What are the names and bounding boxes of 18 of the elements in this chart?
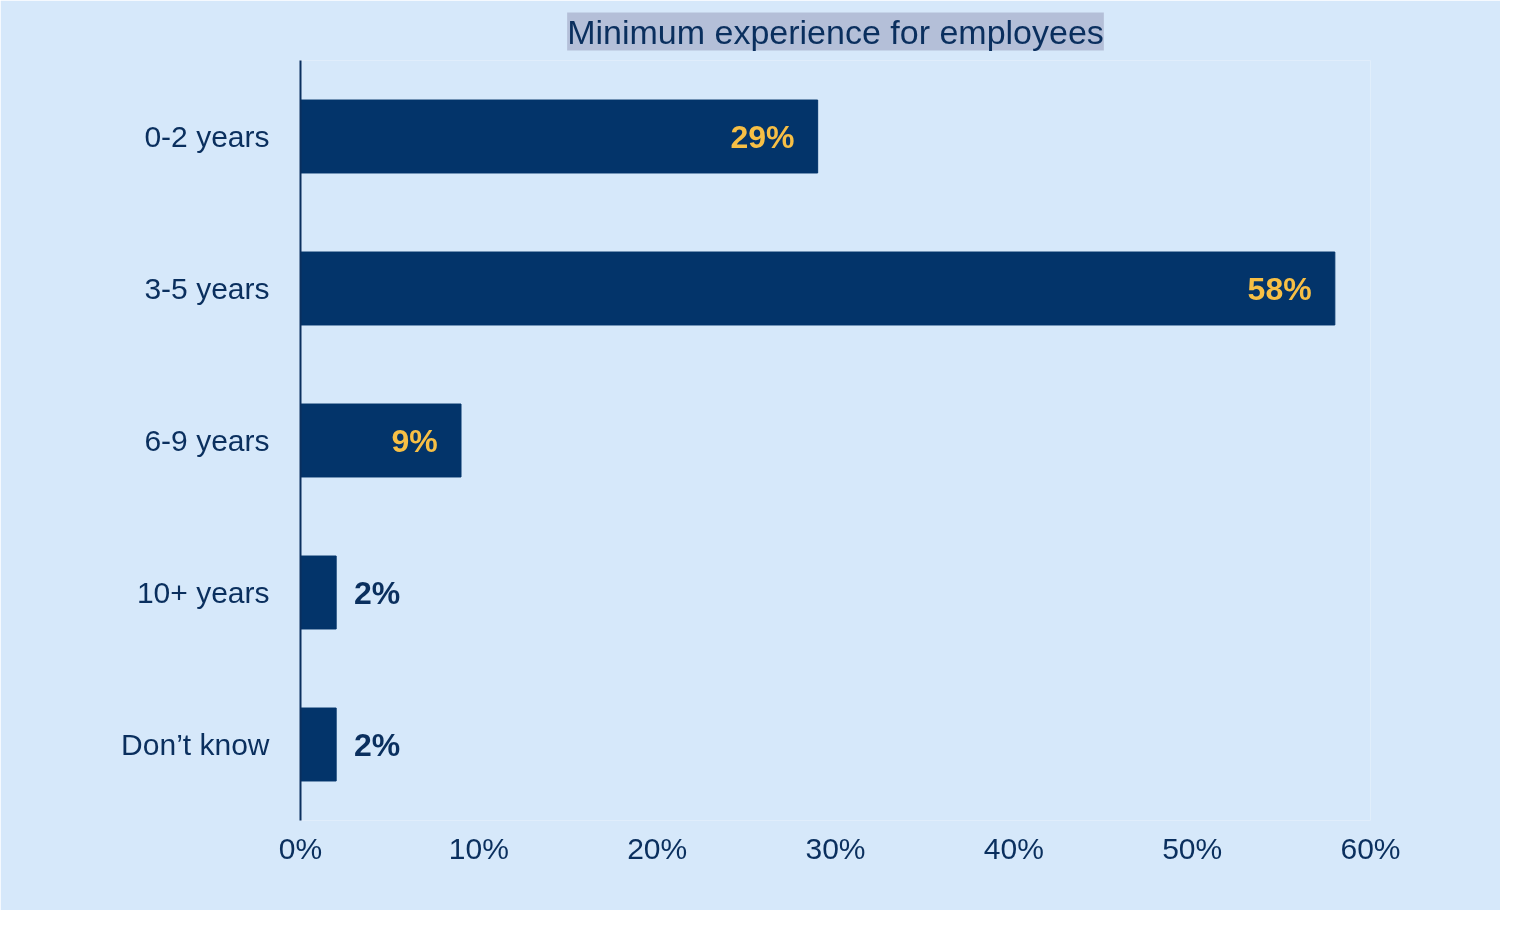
x-tick-label: 40% <box>983 831 1044 865</box>
x-tick-label: 10% <box>448 831 509 865</box>
data-label: 9% <box>391 422 438 459</box>
x-tick-label: 0% <box>278 831 323 865</box>
y-tick-label: 0-2 years <box>144 120 270 153</box>
y-tick-label: 6-9 years <box>144 424 270 457</box>
data-label: 2% <box>354 574 401 611</box>
x-tick-label: 60% <box>1340 831 1401 865</box>
y-tick-label: 10+ years <box>136 576 270 609</box>
x-tick-label: 30% <box>805 831 866 865</box>
y-tick-label: 3-5 years <box>144 272 270 305</box>
x-tick-label: 50% <box>1162 831 1223 865</box>
x-tick-label: 20% <box>627 831 688 865</box>
data-label: 29% <box>730 118 795 155</box>
data-label: 58% <box>1247 270 1312 307</box>
data-label: 2% <box>354 726 401 763</box>
chart-title: Minimum experience for employees <box>567 12 1104 51</box>
y-tick-label: Don’t know <box>121 728 270 761</box>
